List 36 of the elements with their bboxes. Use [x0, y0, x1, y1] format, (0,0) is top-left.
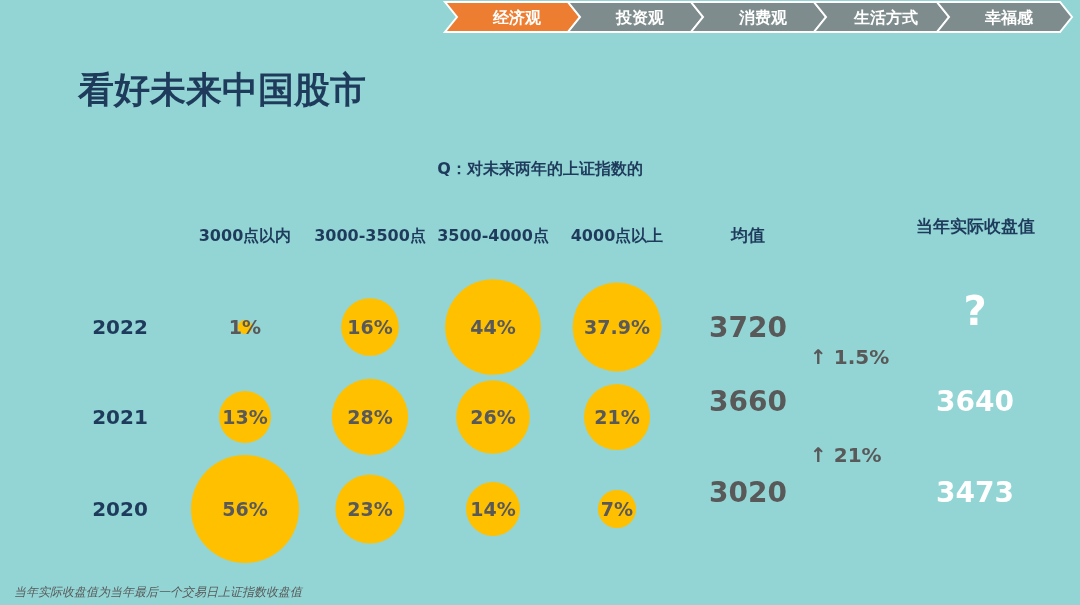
text: ↑ 1.5%: [810, 345, 890, 369]
data-label: 21%: [594, 406, 640, 428]
x-tick-label: 3000点以内: [198, 226, 292, 245]
y-tick-label: 2020: [92, 497, 148, 521]
data-label: 26%: [470, 406, 516, 428]
text: 3720: [709, 311, 787, 344]
text: 幸福感: [983, 8, 1034, 27]
data-label: 7%: [600, 498, 634, 520]
data-label: 14%: [470, 498, 516, 520]
y-tick-label: 2022: [92, 315, 148, 339]
text: ↑ 21%: [810, 443, 882, 467]
data-label: 37.9%: [584, 316, 650, 338]
text: 经济观: [491, 8, 542, 27]
text: 当年实际收盘值为当年最后一个交易日上证指数收盘值: [14, 585, 304, 599]
data-label: 44%: [470, 316, 516, 338]
text: 3640: [936, 385, 1014, 418]
text: 消费观: [737, 8, 788, 27]
x-tick-label: 4000点以上: [570, 226, 664, 245]
x-tick-label: 3500-4000点: [437, 226, 549, 245]
y-tick-label: 2021: [92, 405, 148, 429]
data-label: 23%: [347, 498, 393, 520]
category-label: 均值: [730, 225, 765, 245]
category-label: 当年实际收盘值: [915, 216, 1035, 236]
text: ?: [963, 288, 987, 334]
data-label: 56%: [222, 498, 268, 520]
chart-subtitle: Q：对未来两年的上证指数的: [437, 159, 643, 178]
x-tick-label: 3000-3500点: [314, 226, 426, 245]
text: 3473: [936, 476, 1014, 509]
data-label: 13%: [222, 406, 268, 428]
data-label: 16%: [347, 316, 393, 338]
data-label: 28%: [347, 406, 393, 428]
text: 3660: [709, 385, 787, 418]
chart-title: 看好未来中国股市: [77, 69, 366, 110]
text: 投资观: [614, 8, 665, 27]
text: 生活方式: [852, 8, 918, 27]
text: 3020: [709, 476, 787, 509]
